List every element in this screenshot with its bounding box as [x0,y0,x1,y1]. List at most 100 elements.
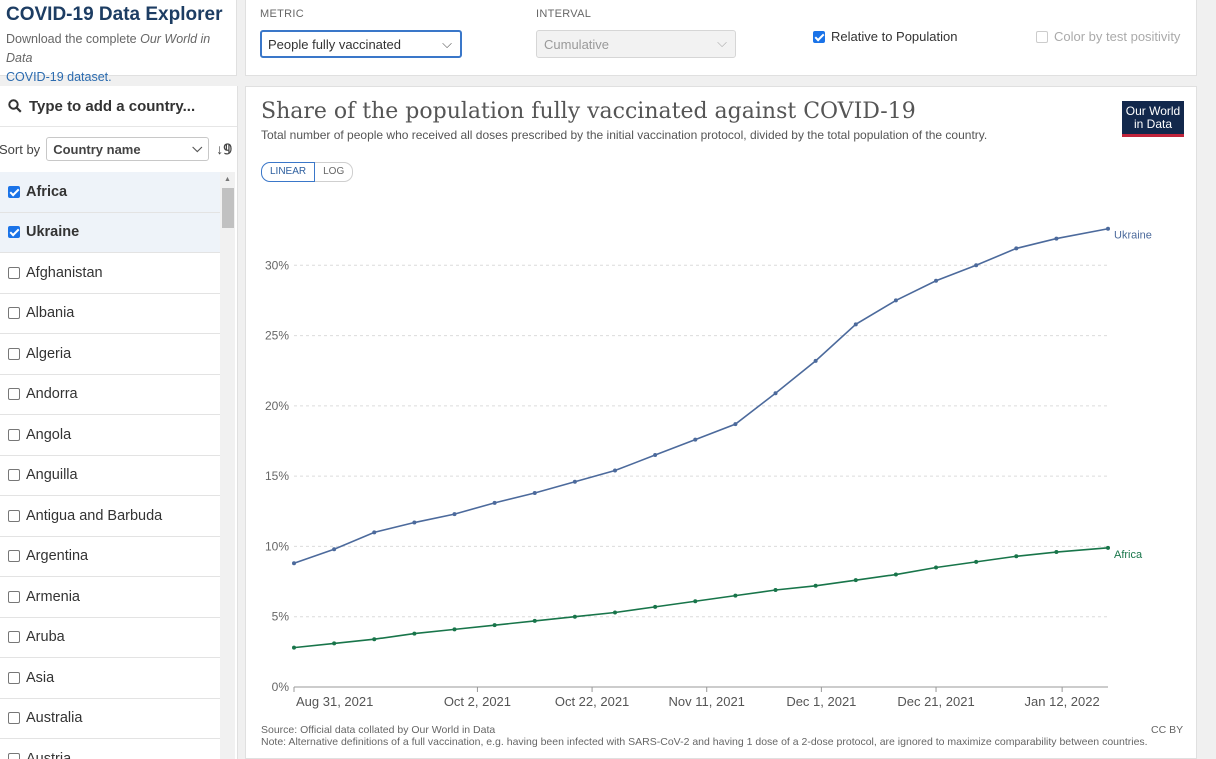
country-checkbox[interactable] [8,428,20,441]
metric-select[interactable]: People fully vaccinated ⌵ [260,30,462,58]
metric-label: METRIC [260,8,304,20]
color-checkbox[interactable] [1036,30,1048,43]
data-point[interactable] [733,593,738,598]
data-point[interactable] [1106,226,1110,231]
series-line-ukraine[interactable] [293,227,1109,565]
country-checkbox[interactable] [8,226,20,239]
color-by-positivity-toggle[interactable]: Color by test positivity [1036,29,1180,44]
country-item[interactable]: Angola [0,415,220,456]
data-point[interactable] [1014,554,1019,559]
country-item[interactable]: Anguilla [0,456,220,496]
country-item[interactable]: Argentina [0,537,220,577]
country-item[interactable]: Armenia [0,577,220,618]
country-item[interactable]: Australia [0,699,220,739]
country-checkbox[interactable] [8,388,20,401]
data-point[interactable] [653,604,658,609]
data-point[interactable] [934,278,939,283]
data-point[interactable] [292,645,296,650]
x-tick-label: Dec 1, 2021 [786,694,856,709]
country-checkbox[interactable] [8,590,20,603]
data-point[interactable] [813,358,818,363]
country-checkbox[interactable] [8,631,20,644]
data-point[interactable] [292,561,296,566]
data-point[interactable] [532,618,537,623]
country-name: Ukraine [26,224,80,241]
data-point[interactable] [492,500,497,505]
dataset-link[interactable]: COVID-19 dataset. [6,70,112,84]
linear-scale-button[interactable]: LINEAR [261,162,316,182]
license-link[interactable]: CC BY [1151,724,1184,736]
data-point[interactable] [1054,236,1059,241]
sort-select[interactable]: Country name ⌵ [46,137,210,161]
data-point[interactable] [1054,550,1059,555]
data-point[interactable] [452,627,457,632]
owid-italic-link[interactable]: Our World in Data [6,32,211,65]
country-item[interactable]: Africa [0,172,220,213]
country-item[interactable]: Albania [0,294,220,334]
data-point[interactable] [492,623,497,628]
country-checkbox[interactable] [8,266,20,279]
data-point[interactable] [693,599,698,604]
country-checkbox[interactable] [8,671,20,684]
country-checkbox[interactable] [8,469,20,482]
data-point[interactable] [813,583,818,588]
country-checkbox[interactable] [8,752,20,759]
scroll-thumb[interactable] [222,188,234,228]
data-point[interactable] [773,391,778,396]
data-point[interactable] [372,530,377,535]
data-point[interactable] [532,491,537,496]
country-checkbox[interactable] [8,185,20,198]
data-point[interactable] [773,588,778,593]
data-point[interactable] [332,641,337,646]
scrollbar[interactable]: ▲ [220,172,235,759]
data-point[interactable] [733,422,738,427]
relative-to-population-toggle[interactable]: Relative to Population [813,29,957,44]
country-checkbox[interactable] [8,509,20,522]
data-point[interactable] [572,614,577,619]
country-checkbox[interactable] [8,307,20,320]
country-item[interactable]: Ukraine [0,212,220,253]
data-point[interactable] [934,565,939,570]
data-point[interactable] [372,637,377,642]
data-point[interactable] [693,437,698,442]
country-item[interactable]: Antigua and Barbuda [0,496,220,537]
y-tick-label: 20% [265,399,289,413]
country-checkbox[interactable] [8,712,20,725]
data-point[interactable] [1106,545,1110,550]
data-point[interactable] [332,547,337,552]
country-search[interactable]: Type to add a country... [0,86,237,127]
data-point[interactable] [1014,246,1019,251]
data-point[interactable] [412,631,417,636]
country-item[interactable]: Algeria [0,334,220,375]
data-point[interactable] [974,263,979,268]
data-point[interactable] [893,298,898,303]
data-point[interactable] [893,572,898,577]
data-point[interactable] [572,479,577,484]
y-tick-label: 0% [272,680,290,694]
line-chart[interactable]: 0% 5% 10% 15% 20% 25% 30% Aug 31, 2021 Oct 2, 20… [246,177,1196,717]
country-item[interactable]: Austria [0,739,220,759]
country-checkbox[interactable] [8,550,20,563]
country-item[interactable]: Aruba [0,618,220,658]
log-scale-button[interactable]: LOG [315,162,354,182]
y-tick-label: 10% [265,539,289,553]
data-point[interactable] [853,322,858,327]
data-point[interactable] [653,453,658,458]
scroll-up-icon[interactable]: ▲ [224,176,231,183]
data-point[interactable] [412,520,417,525]
interval-select[interactable]: Cumulative ⌵ [536,30,736,58]
sort-order-icon[interactable]: ↓𝟡 [216,140,233,157]
source-text: Source: Official data collated by Our Wo… [261,724,496,736]
owid-logo[interactable]: Our World in Data [1122,101,1184,137]
x-tick-label: Dec 21, 2021 [897,694,974,709]
country-item[interactable]: Andorra [0,375,220,415]
country-item[interactable]: Asia [0,658,220,699]
relative-checkbox[interactable] [813,30,825,43]
data-point[interactable] [452,512,457,517]
data-point[interactable] [853,578,858,583]
data-point[interactable] [613,610,618,615]
data-point[interactable] [974,559,979,564]
data-point[interactable] [613,468,618,473]
country-checkbox[interactable] [8,347,20,360]
country-item[interactable]: Afghanistan [0,253,220,294]
